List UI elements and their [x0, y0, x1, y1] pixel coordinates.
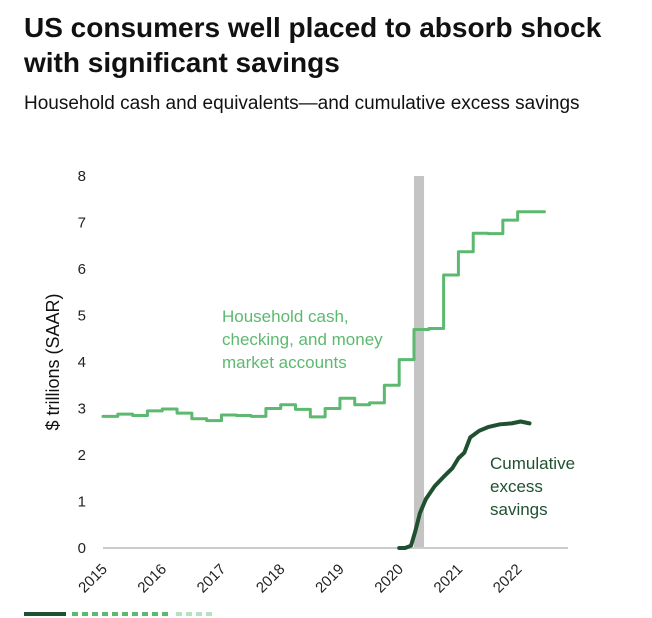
y-tick-label: 7 — [78, 215, 86, 232]
annotation-household: checking, and money — [222, 330, 383, 349]
annotation-household: Household cash, — [222, 307, 349, 326]
x-tick-label: 2022 — [490, 561, 526, 597]
y-tick-label: 5 — [78, 308, 86, 325]
y-tick-label: 2 — [78, 447, 86, 464]
annotation-excess: savings — [490, 500, 548, 519]
chart-subtitle: Household cash and equivalents—and cumul… — [24, 93, 580, 114]
y-axis-label: $ trillions (SAAR) — [43, 293, 63, 430]
y-tick-label: 6 — [78, 261, 86, 278]
series-line-household — [101, 210, 546, 423]
shaded-period-bar — [413, 176, 425, 548]
x-tick-label: 2019 — [312, 561, 348, 597]
chart-title: US consumers well placed to absorb shock… — [24, 12, 602, 78]
x-tick-label: 2021 — [431, 561, 467, 597]
x-tick-label: 2020 — [371, 561, 407, 597]
y-tick-label: 1 — [78, 494, 86, 511]
x-tick-label: 2018 — [253, 561, 289, 597]
x-tick-label: 2015 — [75, 561, 111, 597]
y-tick-label: 3 — [78, 401, 86, 418]
x-tick-label: 2017 — [194, 561, 230, 597]
y-tick-label: 4 — [78, 354, 86, 371]
annotation-excess: Cumulative — [490, 454, 575, 473]
series-line-excess — [397, 419, 532, 550]
annotation-household: market accounts — [222, 353, 347, 372]
annotation-excess: excess — [490, 477, 543, 496]
y-tick-label: 0 — [78, 540, 86, 557]
footer-decoration — [24, 612, 212, 616]
x-tick-label: 2016 — [134, 561, 170, 597]
y-tick-label: 8 — [78, 168, 86, 185]
